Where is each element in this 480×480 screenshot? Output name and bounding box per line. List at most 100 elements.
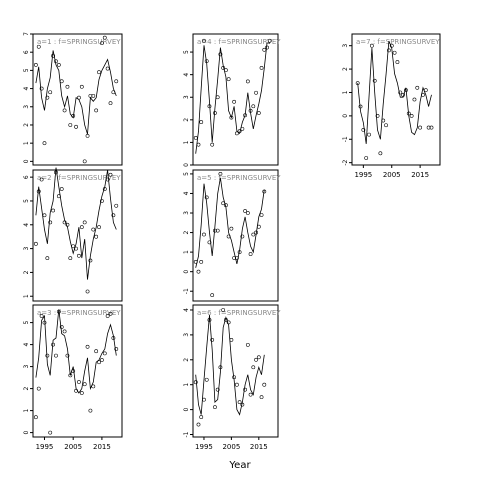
data-point: [59, 79, 64, 84]
data-point: [45, 95, 50, 100]
panel-frame: [192, 169, 279, 302]
data-point: [102, 187, 107, 191]
data-point: [406, 111, 411, 116]
data-point: [82, 159, 87, 164]
data-point: [56, 309, 61, 314]
data-point: [210, 293, 215, 298]
x-axis-label: Year: [229, 460, 251, 471]
data-point: [108, 311, 113, 316]
panel-a1: a=1 : f=SPRINGSURVEY 0 1 2 3 4 5 6 7: [23, 32, 123, 166]
data-point: [33, 63, 38, 67]
data-point: [401, 92, 405, 97]
panel-a6: a=6 : f=SPRINGSURVEY -1 0 1 2 3 4 1995 2005 2015: [183, 304, 281, 451]
y-tick-label: 5: [183, 50, 190, 54]
data-point: [91, 93, 96, 98]
data-point: [33, 415, 38, 420]
data-point: [381, 118, 386, 123]
panel-frame: [192, 304, 279, 438]
data-point: [372, 78, 377, 83]
data-point: [48, 430, 53, 435]
y-tick-label: 2: [183, 230, 190, 234]
data-point: [248, 392, 253, 397]
data-point: [79, 225, 84, 230]
data-point: [88, 93, 93, 98]
data-point: [369, 43, 374, 48]
fitted-line: [357, 40, 432, 144]
data-point: [85, 289, 90, 294]
data-point: [54, 59, 58, 64]
x-tick-label: 2015: [250, 443, 268, 451]
y-tick-label: 2: [23, 270, 30, 274]
x-tick-label: 2005: [64, 443, 82, 451]
data-point: [196, 269, 201, 274]
data-point: [82, 220, 87, 225]
panel-title: a=3 : f=SPRINGSURVEY: [37, 309, 121, 317]
panel-a3: a=3 : f=SPRINGSURVEY 0 1 2 3 4 5 1995 2005 2015: [23, 304, 123, 451]
data-point: [248, 252, 253, 256]
data-point: [204, 377, 209, 382]
panel-a2: a=2 : f=SPRINGSURVEY 1 2 3 4 5 6: [23, 167, 123, 302]
y-tick-label: 4: [183, 308, 190, 312]
data-point: [367, 132, 371, 137]
panel-title: a=2 : f=SPRINGSURVEY: [37, 174, 121, 182]
data-point: [395, 60, 400, 64]
data-point: [232, 375, 237, 380]
data-point: [196, 422, 201, 427]
y-tick-label: 4: [23, 223, 30, 227]
data-point: [256, 224, 261, 229]
data-point: [361, 128, 366, 132]
y-tick-label: -1: [342, 136, 349, 142]
y-tick-label: 1: [342, 90, 349, 94]
data-point: [245, 211, 250, 215]
data-point: [229, 337, 234, 342]
panel-title: a=6 : f=SPRINGSURVEY: [197, 309, 281, 317]
data-point: [56, 194, 61, 199]
data-point: [56, 63, 61, 67]
data-point: [224, 68, 228, 73]
data-point: [245, 79, 250, 84]
data-point: [213, 228, 217, 233]
data-point: [111, 336, 116, 340]
data-point: [68, 373, 73, 378]
data-point: [215, 95, 220, 100]
panel-title: a=7 : f=SPRINGSURVEY: [356, 38, 440, 46]
y-tick-label: 0: [23, 431, 30, 435]
data-point: [229, 115, 234, 120]
data-point: [45, 256, 50, 261]
y-tick-label: 4: [183, 191, 190, 195]
y-tick-label: 2: [23, 387, 30, 391]
data-point: [384, 123, 388, 128]
data-point: [226, 234, 231, 239]
data-point: [392, 50, 397, 55]
data-point: [97, 225, 101, 230]
data-point: [256, 355, 261, 360]
fitted-line: [35, 309, 117, 394]
data-point: [404, 88, 408, 93]
data-point: [79, 391, 84, 395]
y-tick-label: 1: [23, 141, 30, 145]
data-point: [355, 81, 360, 86]
data-point: [207, 318, 212, 322]
data-point: [193, 259, 198, 264]
y-tick-label: 4: [23, 86, 30, 90]
y-tick-label: 1: [183, 140, 190, 144]
data-point: [224, 318, 228, 322]
data-point: [88, 258, 93, 263]
data-point: [108, 172, 113, 177]
data-point: [42, 141, 47, 146]
data-point: [91, 384, 96, 389]
data-point: [39, 314, 44, 318]
data-point: [62, 108, 67, 113]
data-point: [108, 101, 113, 106]
x-tick-label: 2015: [93, 443, 111, 451]
y-tick-label: 3: [183, 333, 190, 337]
y-tick-label: 3: [342, 44, 349, 48]
data-point: [412, 97, 417, 102]
data-point: [265, 45, 269, 50]
y-tick-label: 6: [23, 50, 30, 54]
data-point: [68, 256, 73, 261]
data-point: [39, 86, 44, 91]
data-point: [259, 213, 264, 217]
data-point: [234, 256, 239, 260]
